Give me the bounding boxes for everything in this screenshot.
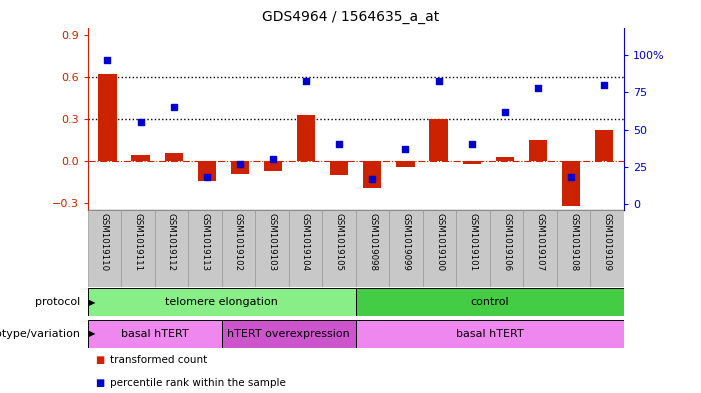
Point — [532, 85, 543, 91]
Bar — [132, 155, 150, 161]
Point — [499, 108, 510, 115]
Bar — [88, 210, 121, 287]
Text: hTERT overexpression: hTERT overexpression — [227, 329, 350, 339]
Bar — [355, 288, 624, 316]
Bar — [355, 320, 624, 348]
Point — [201, 174, 212, 180]
Bar — [355, 210, 389, 287]
Bar — [557, 210, 590, 287]
Point — [400, 146, 411, 152]
Bar — [330, 161, 348, 175]
Text: ▶: ▶ — [89, 329, 95, 338]
Text: control: control — [470, 297, 509, 307]
Bar — [456, 210, 490, 287]
Text: GSM1019111: GSM1019111 — [133, 213, 142, 271]
Text: ▶: ▶ — [89, 298, 95, 307]
Bar — [430, 119, 448, 161]
Text: GSM1019112: GSM1019112 — [167, 213, 176, 271]
Bar — [222, 320, 355, 348]
Text: GDS4964 / 1564635_a_at: GDS4964 / 1564635_a_at — [262, 10, 439, 24]
Bar — [255, 210, 289, 287]
Bar — [595, 130, 613, 161]
Bar — [155, 210, 188, 287]
Point — [234, 161, 245, 167]
Bar — [322, 210, 355, 287]
Bar — [264, 161, 282, 171]
Text: GSM1019108: GSM1019108 — [569, 213, 578, 271]
Text: GSM1019102: GSM1019102 — [234, 213, 243, 271]
Text: GSM1019098: GSM1019098 — [368, 213, 377, 270]
Point — [565, 174, 576, 180]
Point — [334, 141, 345, 147]
Bar — [121, 210, 155, 287]
Point — [102, 57, 113, 63]
Point — [135, 119, 147, 125]
Bar — [529, 140, 547, 161]
Bar — [590, 210, 624, 287]
Point — [168, 104, 179, 110]
Bar — [389, 210, 423, 287]
Bar — [524, 210, 557, 287]
Text: genotype/variation: genotype/variation — [0, 329, 81, 339]
Text: GSM1019109: GSM1019109 — [603, 213, 612, 270]
Text: basal hTERT: basal hTERT — [456, 329, 524, 339]
Text: GSM1019110: GSM1019110 — [100, 213, 109, 271]
Point — [267, 156, 278, 162]
Bar — [490, 210, 524, 287]
Bar — [423, 210, 456, 287]
Bar — [396, 161, 414, 167]
Point — [466, 141, 477, 147]
Bar — [98, 74, 116, 161]
Text: telomere elongation: telomere elongation — [165, 297, 278, 307]
Text: GSM1019101: GSM1019101 — [468, 213, 477, 271]
Text: GSM1019105: GSM1019105 — [334, 213, 343, 271]
Bar — [363, 161, 381, 188]
Text: GSM1019104: GSM1019104 — [301, 213, 310, 271]
Bar — [496, 157, 514, 161]
Bar — [562, 161, 580, 206]
Text: GSM1019100: GSM1019100 — [435, 213, 444, 271]
Point — [433, 77, 444, 84]
Text: ■: ■ — [95, 354, 104, 365]
Text: GSM1019103: GSM1019103 — [268, 213, 276, 271]
Text: GSM1019113: GSM1019113 — [200, 213, 210, 271]
Bar — [463, 161, 481, 164]
Text: GSM1019107: GSM1019107 — [536, 213, 545, 271]
Bar — [165, 152, 183, 161]
Bar — [188, 210, 222, 287]
Point — [367, 175, 378, 182]
Text: basal hTERT: basal hTERT — [121, 329, 189, 339]
Text: percentile rank within the sample: percentile rank within the sample — [110, 378, 286, 388]
Text: GSM1019106: GSM1019106 — [502, 213, 511, 271]
Text: transformed count: transformed count — [110, 354, 207, 365]
Text: protocol: protocol — [35, 297, 81, 307]
Bar — [198, 161, 216, 181]
Bar — [231, 161, 249, 174]
Point — [301, 77, 312, 84]
Bar — [289, 210, 322, 287]
Bar — [297, 115, 315, 161]
Bar — [88, 320, 222, 348]
Text: GSM1019099: GSM1019099 — [402, 213, 411, 270]
Bar — [88, 288, 355, 316]
Text: ■: ■ — [95, 378, 104, 388]
Point — [599, 82, 610, 88]
Bar — [222, 210, 255, 287]
